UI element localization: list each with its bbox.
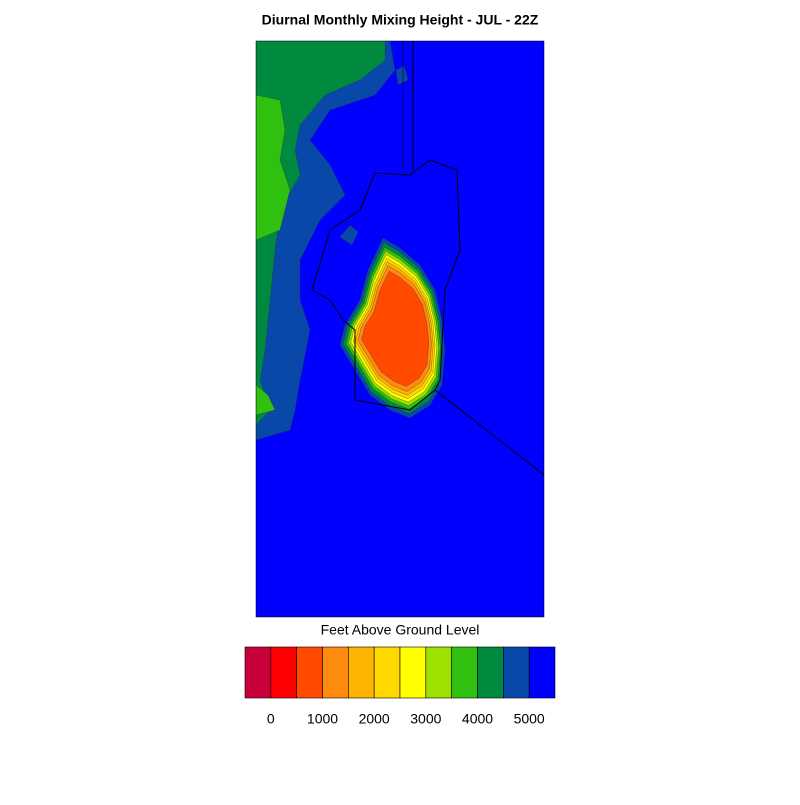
colorbar-swatch [425, 646, 452, 699]
title: Diurnal Monthly Mixing Height - JUL - 22… [262, 12, 539, 28]
colorbar-swatch [244, 646, 272, 699]
contour-region [256, 94, 291, 241]
colorbar-swatch [270, 646, 297, 699]
colorbar-label: Feet Above Ground Level [321, 622, 480, 638]
boundary-line [434, 389, 544, 476]
boundaries [311, 41, 544, 476]
colorbar-swatch [477, 646, 504, 699]
colorbar-swatch [373, 646, 401, 699]
colorbar-swatch [503, 646, 530, 699]
contour-region [339, 224, 359, 246]
frame [255, 40, 545, 618]
colorbar-tick-label: 3000 [410, 711, 441, 727]
colorbar-tick-label: 2000 [359, 711, 390, 727]
colorbar-swatch [451, 646, 478, 699]
colorbar-swatch [399, 646, 427, 699]
contour-region [256, 384, 276, 416]
contour-region [361, 270, 429, 387]
colorbar-tick-label: 1000 [307, 711, 338, 727]
colorbar-tick-label: 4000 [462, 711, 493, 727]
contour-field [256, 41, 544, 617]
colorbar-tick-label: 5000 [514, 711, 545, 727]
colorbar-tick-label: 0 [267, 711, 275, 727]
colorbar-swatch [528, 646, 556, 699]
contour-region [395, 65, 409, 86]
colorbar-swatch [322, 646, 349, 699]
colorbar: 0 1000 2000 3000 4000 5000 [244, 646, 556, 727]
colorbar-swatch [348, 646, 375, 699]
hotspot [339, 237, 446, 419]
boundary-line [311, 159, 461, 411]
colorbar-swatch [296, 646, 323, 699]
